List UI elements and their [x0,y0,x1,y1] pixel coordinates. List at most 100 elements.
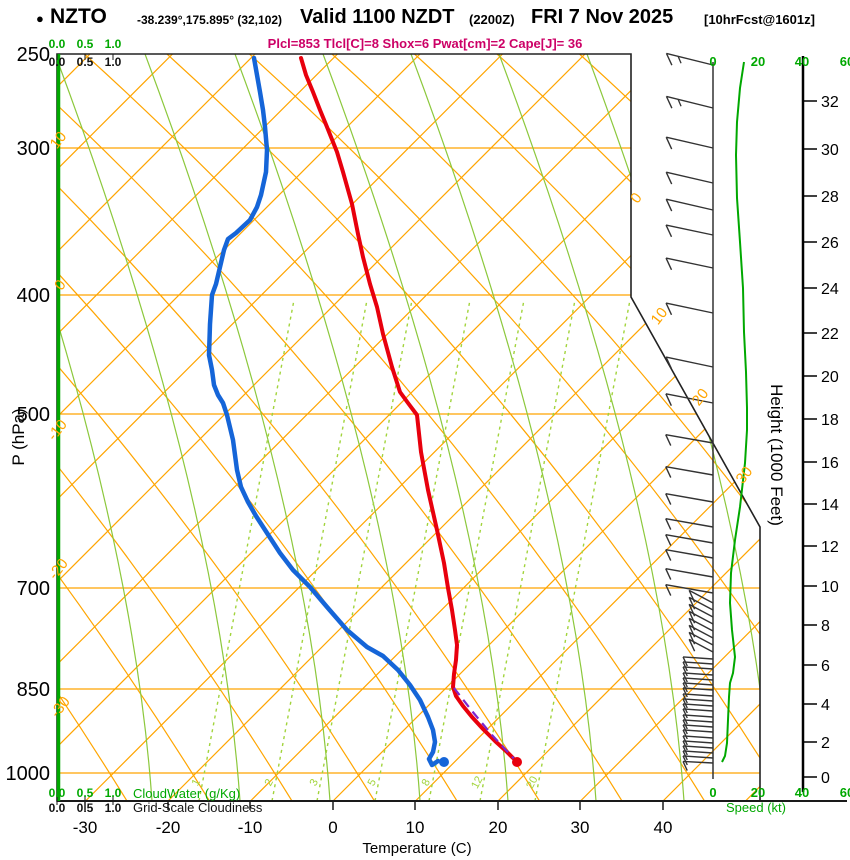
wind-barb-shaft [683,687,714,691]
wind-speed-curve [721,61,748,763]
cloudiness-scale-label-top: 0.0 [49,55,66,69]
temperature-curve [299,56,515,760]
wind-barb [682,703,714,714]
wind-barb-shaft [666,136,714,149]
wind-barb-shaft [688,617,714,632]
speed-scale-label-top: 60 [840,54,850,69]
temperature-axis-title: Temperature (C) [362,840,471,857]
cloudwater-scale-label-bottom: 0.5 [77,786,94,800]
wind-barb [665,567,714,580]
wind-barb-shaft [665,583,714,594]
wind-barb-shaft [683,666,714,670]
cloudwater-scale-label-top: 1.0 [105,37,122,51]
dry-adiabat-line [57,54,541,801]
height-tick-label: 2 [821,735,830,752]
mixing-ratio-line [374,299,471,801]
wind-barb [665,465,714,478]
wind-barb-shaft [665,224,714,236]
wind-barb-shaft [688,638,714,653]
wind-barb [665,548,714,561]
wind-barb-shaft [683,735,714,739]
wind-barb-feather [682,761,688,771]
wind-barb-feather [665,549,672,561]
mixing-ratio-label: 3 [308,777,321,788]
wind-barb-feather [682,708,688,719]
wind-barb-shaft [683,755,714,759]
wind-barb-shaft [683,724,714,728]
cloudwater-scale-label-bottom: 1.0 [105,786,122,800]
dry-adiabat-line [57,54,293,801]
cloudwater-scale-label-top: 0.0 [49,37,66,51]
sounding-curves-group [206,55,748,768]
mixing-ratio-line [316,299,413,801]
height-tick-label: 28 [821,189,839,206]
height-tick-label: 6 [821,658,830,675]
wind-barb-shaft [665,492,714,503]
wind-barb-feather [665,171,673,185]
dry-adiabat-line [249,54,760,801]
isotherm-line [167,54,760,801]
wind-barb [682,682,714,693]
wind-barb [665,171,714,185]
wind-barb-feather [665,302,673,316]
dry-adiabat-line [57,54,623,801]
wind-barb [688,624,714,639]
dry-adiabat-line [84,54,706,801]
axis-ticks-group [56,54,817,810]
wind-barb-feather [665,434,672,446]
wind-barb-shaft [683,719,714,723]
station-bullet-icon: ● [36,11,44,26]
wind-barb-shaft [683,745,714,749]
wind-barb-shaft [688,589,714,604]
wind-barb-shaft [666,171,714,184]
wind-barb-shaft [683,661,714,665]
valid-time-utc: (2200Z) [469,12,515,27]
right-edge-isopleth-label: 30 [733,463,757,487]
wind-barb-shaft [683,672,714,676]
wind-barb-shaft [665,533,714,544]
pressure-tick-label: 1000 [6,763,51,785]
speed-axis-title: Speed (kt) [726,800,786,815]
wind-barb [682,745,714,756]
left-edge-isopleth-label: -30 [47,693,74,721]
wind-barb [688,596,714,611]
wind-barb [688,617,714,632]
wind-barb-feather [665,136,673,150]
mixing-ratio-label: 8 [420,777,433,788]
wind-barb [665,533,714,546]
cloudiness-scale-label-bottom: 0.0 [49,801,66,815]
wind-barb-shaft [665,257,714,269]
moist-adiabat-line [234,54,421,801]
wind-barb-feather [665,356,673,370]
dry-adiabat-line [496,54,760,801]
station-coordinates: -38.239°,175.895° (32,102) [137,13,283,27]
wind-barb-shaft [683,714,714,718]
wind-barb [682,714,714,725]
wind-barb-feather [665,466,672,478]
wind-barb-feather [665,198,673,212]
wind-barb-feather [682,687,688,698]
temperature-tick-label: 10 [406,818,425,837]
wind-barb-feather [665,257,673,271]
mixing-ratio-line [198,299,295,801]
wind-barb-shaft [665,433,714,444]
height-tick-label: 0 [821,770,830,787]
mixing-ratio-label: 5 [366,777,379,788]
wind-barb-shaft [665,567,714,578]
height-tick-label: 30 [821,142,839,159]
height-tick-label: 20 [821,369,839,386]
wind-barb-shaft [665,548,714,559]
height-tick-label: 32 [821,94,839,111]
wind-barb-shaft [666,52,714,66]
wind-barb-feather [665,224,673,238]
cloudiness-scale-label-top: 1.0 [105,55,122,69]
wind-barb-shaft [666,95,714,109]
isotherm-line [57,54,269,801]
temperature-tick-label: -30 [73,818,98,837]
wind-barb-feather [688,639,696,652]
valid-time: Valid 1100 NZDT [300,6,455,28]
wind-barb-shaft [665,393,714,404]
pressure-tick-label: 700 [17,578,50,600]
wind-barb-feather [665,518,672,530]
